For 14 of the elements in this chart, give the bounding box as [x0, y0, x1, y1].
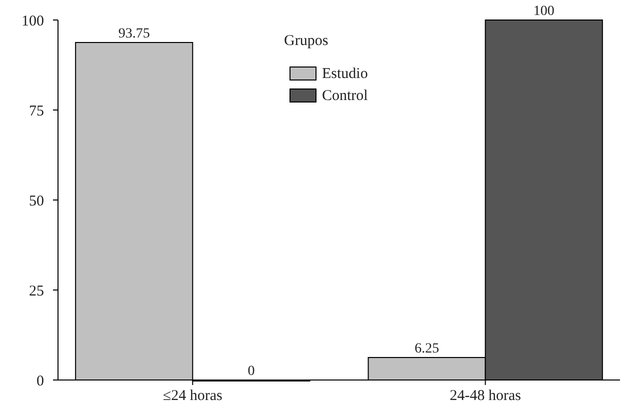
data-label: 100 — [533, 4, 554, 19]
data-label: 0 — [248, 364, 255, 379]
x-tick-label: ≤24 horas — [162, 388, 223, 404]
y-tick-label: 75 — [29, 103, 44, 120]
data-label: 6.25 — [414, 342, 440, 356]
y-tick-label: 50 — [29, 193, 44, 210]
x-tick-label: 24-48 horas — [450, 388, 522, 404]
y-tick-label: 25 — [29, 283, 44, 300]
legend-title: Grupos — [284, 33, 328, 49]
legend-label: Control — [322, 88, 368, 104]
y-tick-label: 0 — [36, 373, 44, 390]
legend-label: Estudio — [322, 66, 368, 82]
y-tick-label: 100 — [22, 13, 44, 30]
data-label: 93.75 — [118, 26, 150, 42]
